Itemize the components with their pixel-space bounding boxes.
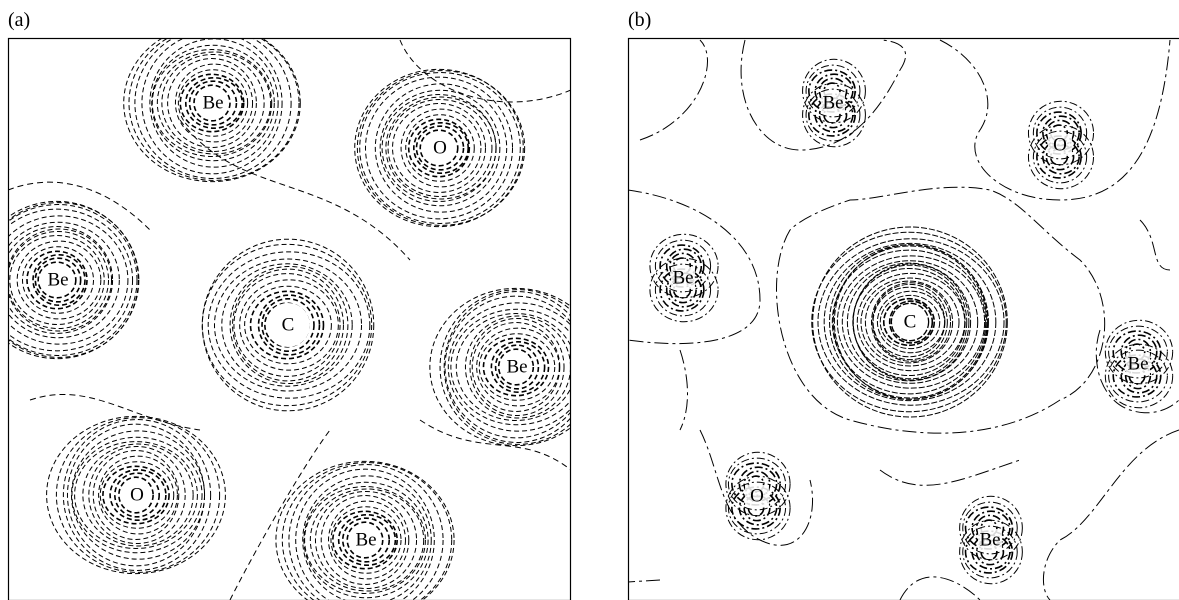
atom-label: O	[1053, 134, 1067, 155]
atom-label: Be	[202, 92, 223, 113]
panel-label: (b)	[628, 9, 651, 31]
atom-label: Be	[979, 529, 1000, 550]
panel-label: (a)	[8, 9, 30, 31]
atom-label: C	[904, 311, 917, 332]
atom-label: Be	[1127, 353, 1148, 374]
atom-label: Be	[355, 529, 376, 550]
atom-labels: Be O Be C Be O Be Be O Be C Be O Be	[46, 92, 1150, 551]
atom-label: Be	[822, 92, 843, 113]
atom-label: O	[750, 485, 764, 506]
contour-plot	[0, 24, 602, 600]
figure: (a) (b) Be O Be C Be O Be Be O Be C Be O Be	[0, 0, 1179, 600]
atom-label: Be	[47, 269, 68, 290]
atom-label: C	[282, 314, 295, 335]
atom-label: O	[130, 484, 144, 505]
atom-label: Be	[672, 267, 693, 288]
atom-label: Be	[506, 356, 527, 377]
atom-label: O	[433, 137, 447, 158]
